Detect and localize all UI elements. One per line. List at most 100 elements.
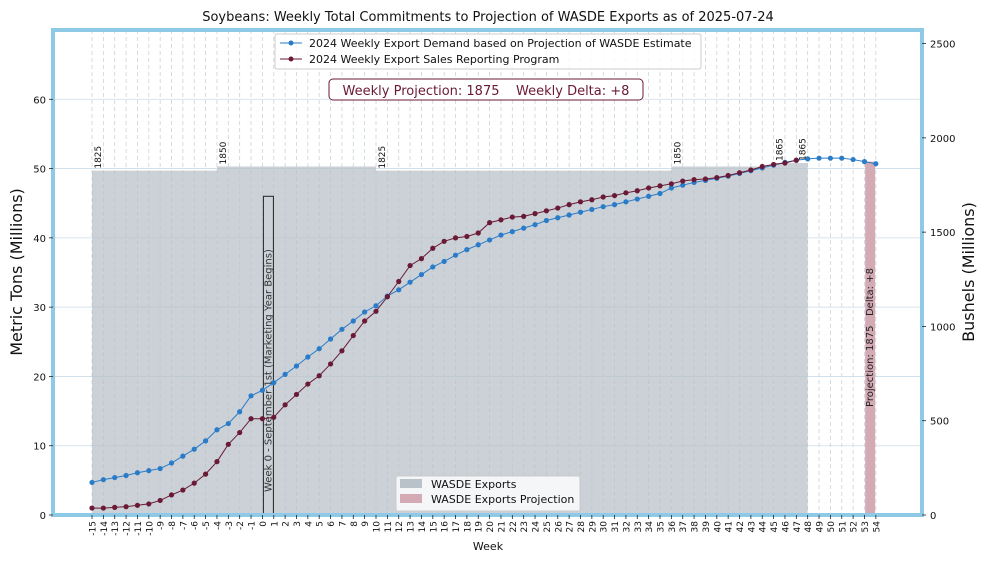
x-tick-label: 37 — [679, 521, 689, 532]
x-tick-label: -10 — [145, 521, 155, 536]
wasde-bar-label: 1865 — [798, 138, 808, 161]
x-tick-label: -5 — [202, 521, 212, 530]
projection-bar — [865, 161, 876, 515]
sales-point — [271, 414, 277, 420]
demand-point — [214, 427, 220, 433]
sales-point — [373, 308, 379, 314]
x-tick-label: 30 — [600, 521, 610, 533]
sales-point — [668, 181, 674, 187]
y2-tick-label: 2000 — [930, 134, 955, 145]
demand-point — [600, 204, 606, 210]
sales-point — [634, 188, 640, 194]
legend-projection-swatch — [400, 494, 422, 503]
x-tick-label: 46 — [781, 521, 791, 533]
demand-point — [157, 465, 163, 472]
x-tick-label: -11 — [134, 521, 144, 536]
x-tick-label: 25 — [543, 521, 553, 532]
x-tick-label: 12 — [395, 521, 405, 532]
sales-point — [646, 185, 652, 191]
x-tick-label: 9 — [361, 521, 371, 527]
demand-point — [611, 202, 618, 208]
wasde-bar-label: 1825 — [378, 146, 388, 169]
wasde-bar — [92, 170, 217, 515]
x-tick-label: 1 — [270, 521, 280, 527]
demand-point — [396, 287, 402, 293]
y2-tick-label: 0 — [930, 511, 936, 522]
demand-point — [509, 229, 515, 235]
demand-point — [123, 472, 129, 479]
wasde-bar — [671, 166, 774, 515]
demand-point — [566, 212, 572, 218]
x-tick-label: 14 — [418, 521, 428, 533]
sales-point — [543, 208, 550, 214]
x-tick-label: 17 — [452, 521, 462, 532]
sales-point — [509, 214, 515, 220]
x-tick-label: -1 — [248, 521, 258, 530]
x-axis-label: Week — [473, 540, 504, 553]
x-tick-label: 43 — [747, 521, 757, 532]
x-tick-label: 32 — [622, 521, 632, 532]
sales-point — [157, 497, 163, 504]
demand-point — [407, 279, 413, 285]
x-tick-label: -13 — [111, 521, 121, 536]
legend-top-box — [274, 33, 702, 70]
demand-point — [168, 460, 175, 466]
wasde-bar-label: 1850 — [219, 141, 229, 164]
demand-point — [805, 156, 811, 162]
demand-point — [861, 159, 868, 165]
sales-point — [327, 361, 334, 367]
demand-point — [555, 215, 561, 221]
wasde-bars-layer: 1825 1850 1825 1850 1865 1865 Projection: 1875… — [92, 138, 876, 516]
demand-point — [668, 185, 674, 191]
sales-point — [577, 199, 584, 205]
x-tick-label: -4 — [213, 521, 223, 530]
wasde-bar — [216, 166, 376, 515]
projection-bar-label: Projection: 1875 Delta: +8 — [865, 268, 876, 407]
demand-point — [543, 217, 550, 224]
x-tick-label: 26 — [554, 521, 564, 533]
sales-point — [782, 160, 788, 166]
x-tick-label: 3 — [293, 521, 303, 527]
x-tick-label: -6 — [191, 521, 201, 530]
demand-point — [191, 446, 197, 452]
sales-point — [657, 183, 663, 189]
sales-point — [225, 441, 231, 447]
x-tick-label: 22 — [509, 521, 519, 532]
x-tick-label: -8 — [168, 521, 178, 530]
sales-point — [555, 205, 561, 211]
sales-point — [362, 318, 368, 324]
sales-point — [441, 238, 447, 244]
demand-point — [646, 193, 652, 199]
sales-point — [396, 278, 402, 285]
x-tick-label: 41 — [725, 521, 735, 532]
y2-tick-label: 2500 — [930, 40, 955, 51]
x-tick-label: 20 — [486, 521, 496, 533]
y-tick-label: 50 — [33, 165, 46, 176]
sales-point — [452, 235, 459, 241]
sales-point — [725, 172, 731, 179]
sales-point — [203, 471, 209, 477]
sales-point — [407, 262, 413, 269]
legend-sales-label: 2024 Weekly Export Sales Reporting Progr… — [309, 53, 559, 66]
y2-tick-label: 500 — [930, 417, 949, 428]
demand-point — [316, 346, 322, 352]
demand-point — [112, 474, 118, 481]
y-tick-label: 0 — [40, 511, 46, 522]
demand-point — [487, 237, 493, 243]
sales-point — [566, 202, 572, 208]
x-tick-label: 5 — [316, 521, 326, 527]
x-tick-label: 24 — [532, 521, 542, 533]
demand-point — [134, 470, 141, 476]
demand-point — [430, 264, 436, 270]
sales-point — [168, 492, 175, 498]
demand-point — [634, 196, 640, 202]
sales-point — [339, 348, 345, 354]
demand-line — [91, 157, 876, 483]
sales-point — [418, 256, 425, 262]
x-tick-label: 38 — [691, 521, 701, 533]
wasde-bar — [376, 170, 672, 515]
x-tick-label: 18 — [463, 521, 473, 533]
demand-point — [305, 354, 311, 360]
